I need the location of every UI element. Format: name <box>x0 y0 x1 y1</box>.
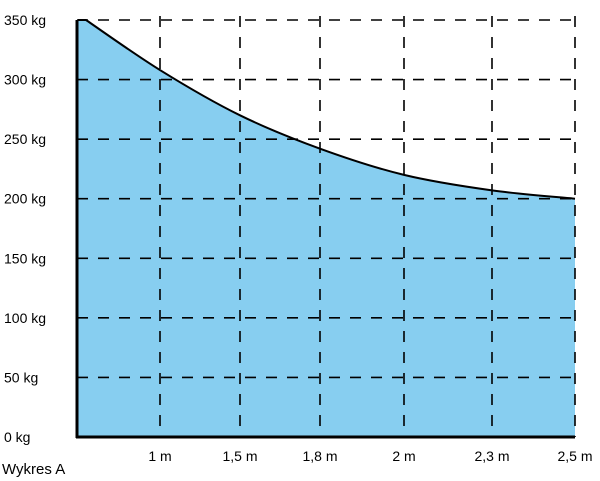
label-layer: 0 kg 50 kg 100 kg 150 kg 200 kg 250 kg 300 kg 3… <box>4 12 593 464</box>
x-tick-label: 2 m <box>392 448 415 464</box>
y-tick-label: 350 kg <box>4 12 46 28</box>
x-tick-label: 1,5 m <box>222 448 257 464</box>
axis-layer <box>75 19 576 439</box>
x-tick-label: 2,3 m <box>474 448 509 464</box>
y-tick-label: 50 kg <box>4 369 38 385</box>
y-tick-label: 300 kg <box>4 72 46 88</box>
area-layer <box>77 20 575 437</box>
y-tick-label: 100 kg <box>4 310 46 326</box>
x-tick-label: 1,8 m <box>302 448 337 464</box>
x-tick-label: 1 m <box>148 448 171 464</box>
y-tick-label: 250 kg <box>4 131 46 147</box>
y-tick-label: 0 kg <box>4 429 30 445</box>
y-tick-label: 200 kg <box>4 191 46 207</box>
series-line <box>78 19 576 200</box>
area-fill <box>77 20 575 437</box>
x-tick-label: 2,5 m <box>557 448 592 464</box>
y-tick-label: 150 kg <box>4 250 46 266</box>
chart-caption: Wykres A <box>2 461 65 478</box>
grid-layer <box>77 16 576 437</box>
